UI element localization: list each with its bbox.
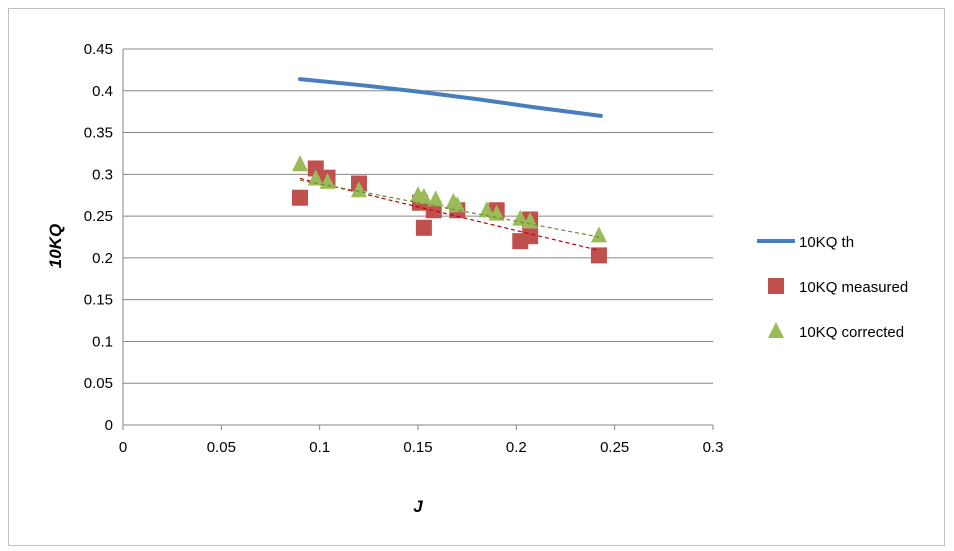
x-tick-label-0.3: 0.3	[703, 439, 724, 456]
legend-label-10kq-th: 10KQ th	[799, 234, 854, 251]
data-point-10kq-measured-11	[522, 228, 539, 245]
x-tick-labels: 0 0.05 0.1 0.15 0.2 0.25 0.3	[119, 439, 724, 456]
x-tick-label-0.05: 0.05	[207, 439, 236, 456]
axes	[122, 49, 714, 430]
x-axis-title: J	[413, 497, 423, 516]
data-point-10kq-corrected-3	[351, 181, 367, 198]
data-point-10kq-corrected-5	[415, 187, 432, 204]
x-tick-label-0.15: 0.15	[403, 439, 432, 456]
legend-label-10kq-measured: 10KQ measured	[799, 279, 908, 296]
y-tick-label-0.3: 0.3	[92, 166, 113, 183]
y-tick-label-0.05: 0.05	[84, 375, 113, 392]
y-tick-label-0.45: 0.45	[84, 41, 113, 58]
y-tick-label-0.2: 0.2	[92, 250, 113, 267]
x-tick-label-0.25: 0.25	[600, 439, 629, 456]
series	[292, 77, 607, 264]
chart-svg: 00.050.10.150.20.250.30.350.40.45 0 0.05 0…	[46, 41, 908, 516]
trendline-10kq-measured	[299, 177, 600, 251]
x-tick-label-0: 0	[119, 439, 127, 456]
legend-swatch-10kq-corrected	[768, 322, 784, 338]
y-tick-label-0.4: 0.4	[92, 83, 113, 100]
y-tick-label-0.15: 0.15	[84, 292, 113, 309]
data-point-10kq-measured-5	[415, 219, 432, 236]
legend: 10KQ th 10KQ measured 10KQ corrected	[757, 234, 908, 341]
y-tick-label-0: 0	[105, 417, 113, 434]
y-tick-label-0.35: 0.35	[84, 125, 113, 142]
data-point-10kq-corrected-0	[292, 155, 308, 172]
chart-frame: 0 0.05 0.1 0.15 0.2 0.25 0.3 0.35 0.4 0.45 0 0.05 0…	[8, 8, 945, 546]
y-tick-labels: 0 0.05 0.1 0.15 0.2 0.25 0.3 0.35 0.4 0.45	[84, 41, 113, 434]
data-point-10kq-measured-0	[292, 189, 308, 206]
data-point-10kq-corrected-1	[307, 169, 324, 186]
data-point-10kq-corrected-6	[427, 190, 444, 207]
data-point-10kq-measured-12	[590, 247, 607, 264]
x-tick-label-0.2: 0.2	[506, 439, 527, 456]
legend-swatch-10kq-measured	[768, 278, 784, 294]
gridlines	[123, 48, 713, 384]
series-line-10kq-th	[298, 77, 603, 118]
data-point-10kq-corrected-9	[478, 201, 495, 218]
y-tick-label-0.25: 0.25	[84, 208, 113, 225]
y-tick-label-0.1: 0.1	[92, 333, 113, 350]
y-axis-title: 10KQ	[46, 224, 65, 268]
data-point-10kq-corrected-8	[449, 196, 466, 213]
x-tick-label-0.1: 0.1	[309, 439, 330, 456]
trendline-10kq-corrected	[299, 179, 600, 238]
data-point-10kq-corrected-13	[590, 226, 607, 243]
legend-label-10kq-corrected: 10KQ corrected	[799, 324, 904, 341]
